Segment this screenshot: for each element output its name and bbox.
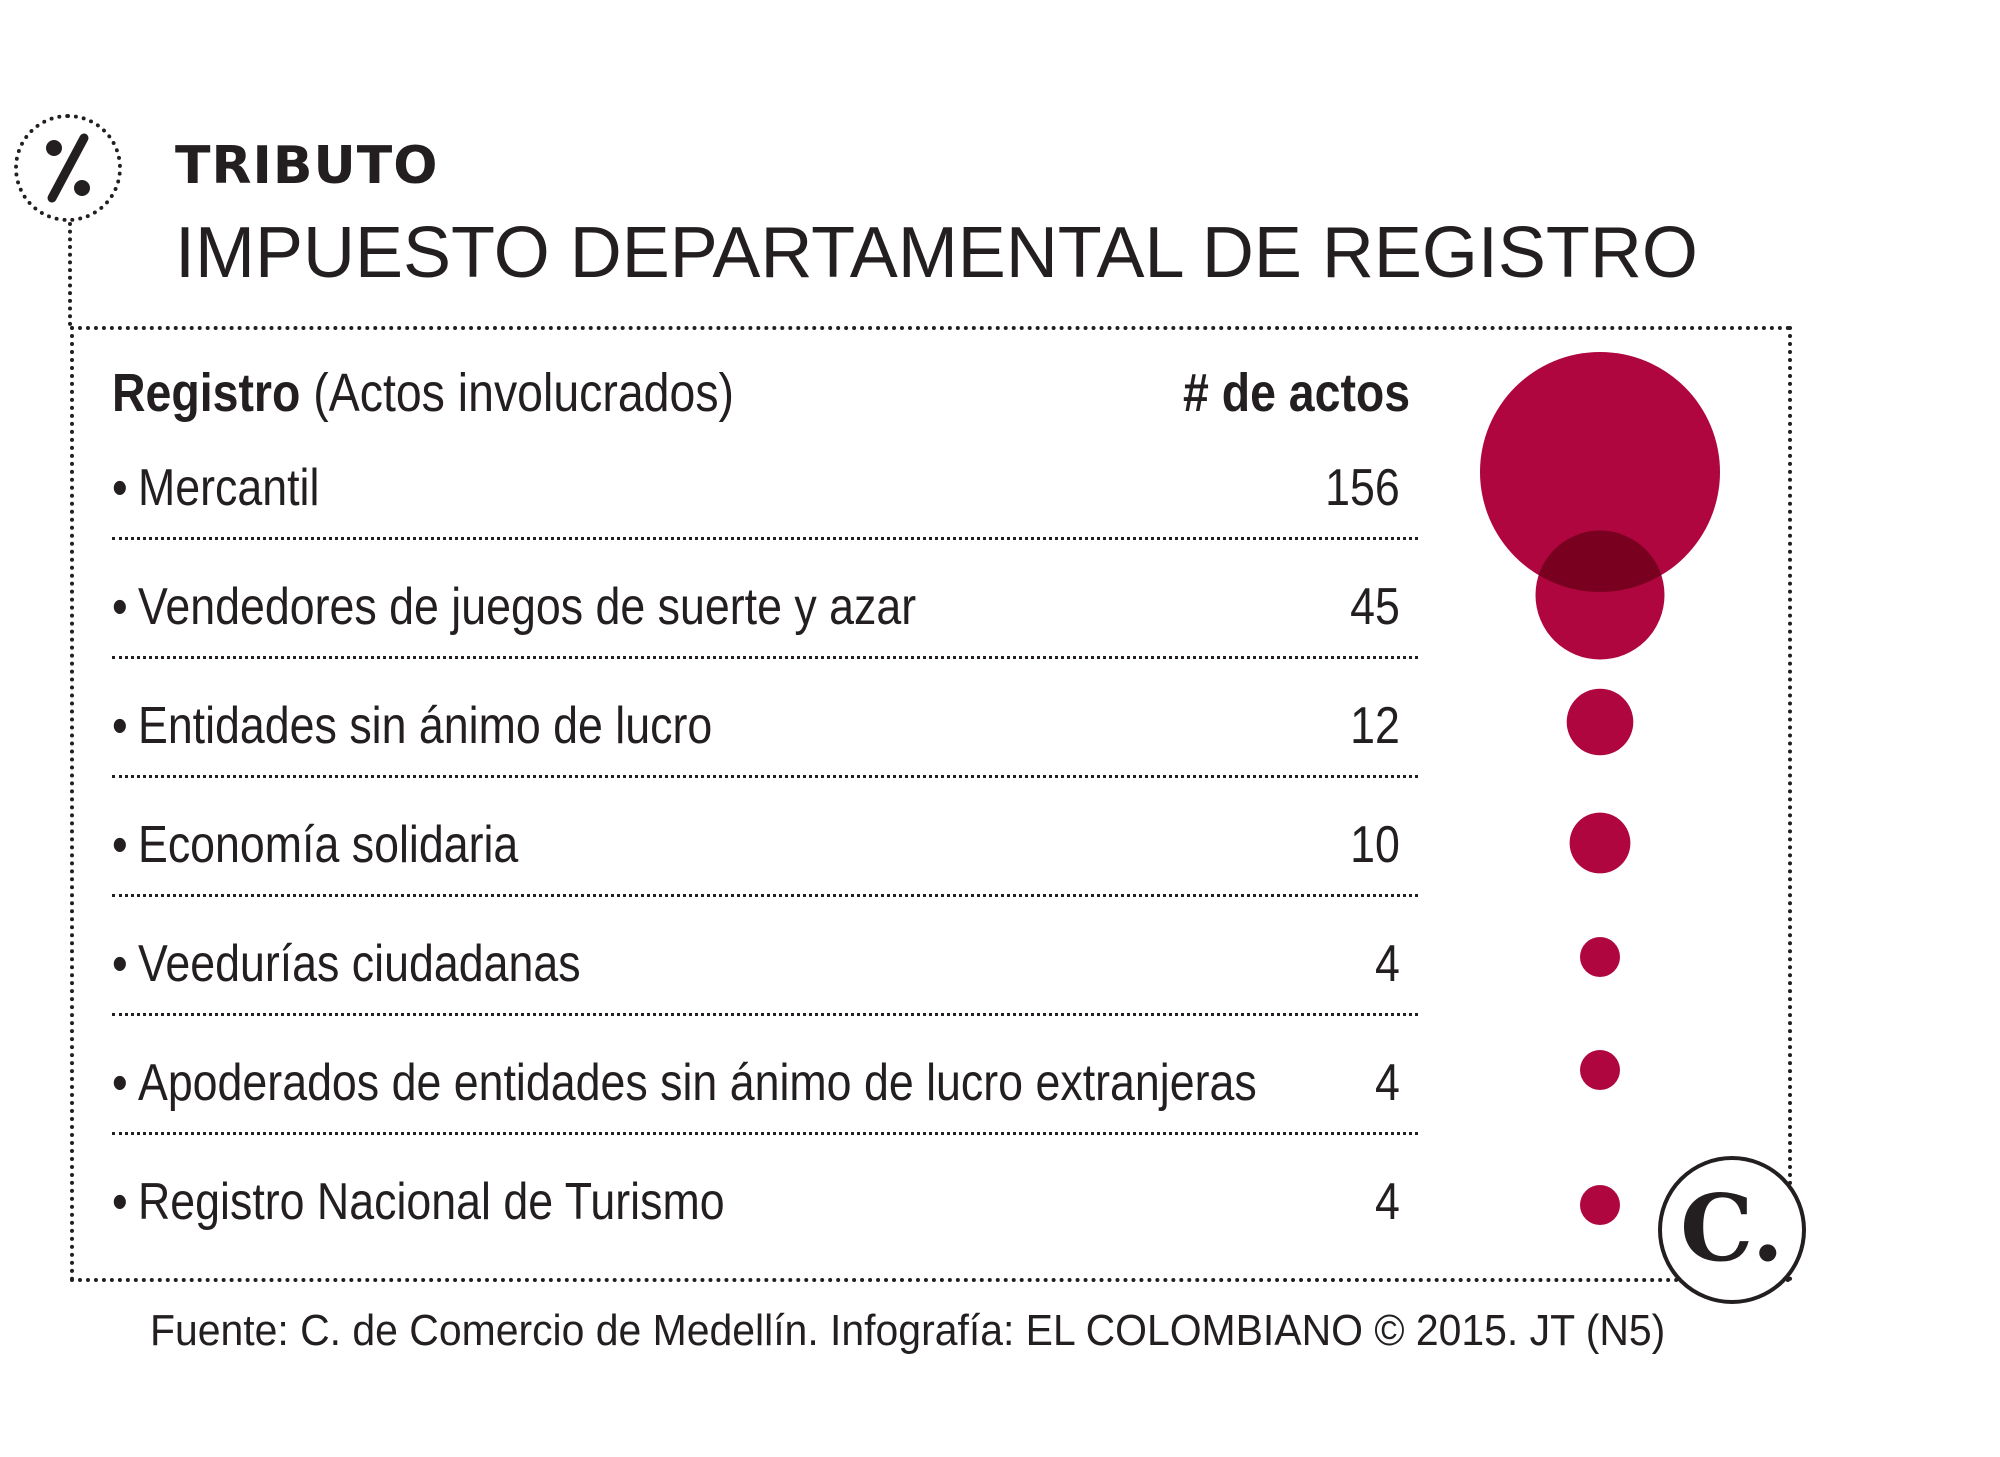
bullet: • [112,578,128,636]
table-row: • Vendedores de juegos de suerte y azar 45 [112,577,1418,695]
row-divider [112,1132,1418,1135]
table-row: • Apoderados de entidades sin ánimo de lu… [112,1053,1418,1171]
source-credit: Fuente: C. de Comercio de Medellín. Info… [150,1306,1666,1355]
column-header-bold: Registro [112,363,301,423]
row-divider [112,537,1418,540]
bubble [1480,352,1720,592]
bullet: • [112,935,128,993]
table-row: • Registro Nacional de Turismo 4 [112,1172,1418,1290]
bullet: • [112,1054,128,1112]
row-label-text: Veedurías ciudadanas [137,935,581,993]
row-label: • Entidades sin ánimo de lucro [112,696,712,756]
bullet: • [112,1173,128,1231]
bullet: • [112,697,128,755]
row-label: • Economía solidaria [112,815,518,875]
table-row: • Mercantil 156 [112,458,1418,576]
page-title: IMPUESTO DEPARTAMENTAL DE REGISTRO [175,213,1698,293]
row-divider [112,775,1418,778]
row-label-text: Registro Nacional de Turismo [137,1173,725,1231]
row-value: 156 [1325,459,1400,517]
column-header-rest: (Actos involucrados) [313,363,735,423]
bubble-overlap [1538,530,1662,593]
el-colombiano-logo: C. [1658,1156,1806,1304]
row-label-text: Economía solidaria [137,816,519,874]
dotted-frame [70,326,1792,1282]
bubble [1580,1185,1620,1225]
row-value: 4 [1375,1054,1400,1112]
row-value: 4 [1375,935,1400,993]
kicker-label: TRIBUTO [175,136,439,196]
row-value: 10 [1350,816,1400,874]
row-divider [112,894,1418,897]
column-header-count: # de actos [1182,363,1410,423]
table-row: • Entidades sin ánimo de lucro 12 [112,696,1418,814]
row-divider [112,656,1418,659]
row-label-text: Vendedores de juegos de suerte y azar [137,578,917,636]
row-label: • Registro Nacional de Turismo [112,1172,725,1232]
row-label: • Veedurías ciudadanas [112,934,581,994]
row-divider [112,1013,1418,1016]
bubble [1566,688,1634,756]
row-value: 4 [1375,1173,1400,1231]
row-value: 45 [1350,578,1400,636]
bubble [1580,1050,1620,1090]
bullet: • [112,459,128,517]
table-row: • Economía solidaria 10 [112,815,1418,933]
percent-icon [46,133,90,203]
dotted-connector [68,222,72,326]
row-label: • Mercantil [112,458,319,518]
logo-text: C. [1680,1174,1784,1282]
bubble [1580,937,1620,977]
row-label-text: Apoderados de entidades sin ánimo de luc… [137,1054,1257,1112]
row-label: • Vendedores de juegos de suerte y azar [112,577,916,637]
table-row: • Veedurías ciudadanas 4 [112,934,1418,1052]
row-value: 12 [1350,697,1400,755]
bullet: • [112,816,128,874]
row-label-text: Entidades sin ánimo de lucro [137,697,713,755]
column-header-registro: Registro (Actos involucrados) [112,362,734,424]
bubble [1569,812,1631,874]
percent-badge [14,114,122,222]
row-label: • Apoderados de entidades sin ánimo de lu… [112,1053,1257,1113]
row-label-text: Mercantil [137,459,320,517]
